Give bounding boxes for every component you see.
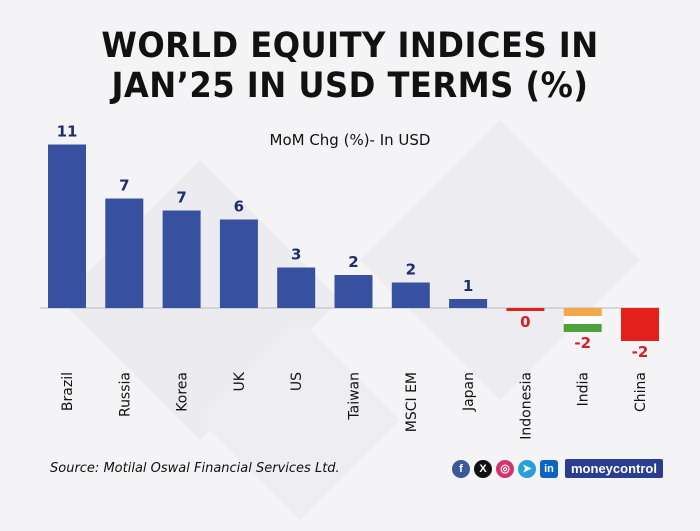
value-label-taiwan: 2	[348, 253, 358, 271]
brand-logo: moneycontrol	[565, 459, 663, 478]
value-label-msci-em: 2	[406, 261, 416, 279]
india-flag-saffron	[563, 308, 602, 316]
bar-brazil	[48, 144, 86, 308]
value-label-japan: 1	[463, 277, 473, 295]
value-label-brazil: 11	[57, 123, 78, 141]
category-label-uk: UK	[232, 371, 248, 391]
value-label-india: -2	[574, 334, 591, 352]
linkedin-icon[interactable]: in	[540, 459, 558, 478]
bar-msci-em	[391, 282, 430, 308]
category-label-russia: Russia	[117, 372, 133, 417]
value-label-us: 3	[291, 246, 301, 264]
bar-china	[621, 308, 659, 341]
category-label-china: China	[633, 372, 649, 412]
chart-subtitle: MoM Chg (%)- In USD	[269, 131, 431, 149]
bar-taiwan	[334, 275, 373, 308]
category-label-korea: Korea	[175, 372, 191, 412]
bar-india	[563, 308, 602, 332]
category-label-msci-em: MSCI EM	[404, 372, 420, 432]
value-label-indonesia: 0	[520, 313, 530, 331]
category-label-indonesia: Indonesia	[518, 372, 534, 440]
india-flag-white	[563, 316, 602, 324]
facebook-icon[interactable]: f	[452, 459, 470, 478]
instagram-icon[interactable]: ◎	[496, 459, 514, 478]
india-flag-green	[563, 324, 602, 332]
bar-us	[277, 267, 316, 308]
chart-title: WORLD EQUITY INDICES IN JAN’25 IN USD TE…	[28, 26, 672, 106]
bar-uk	[219, 219, 258, 308]
social-bar: f X ◎ ➤ in moneycontrol	[452, 459, 663, 478]
x-icon[interactable]: X	[474, 459, 492, 478]
source-note: Source: Motilal Oswal Financial Services…	[50, 461, 340, 476]
bar-russia	[105, 198, 144, 308]
value-label-korea: 7	[176, 189, 186, 207]
bar-korea	[162, 210, 201, 308]
value-label-uk: 6	[234, 198, 244, 216]
category-label-brazil: Brazil	[60, 372, 76, 411]
bar-japan	[449, 299, 488, 308]
bar-indonesia	[506, 308, 545, 311]
value-label-china: -2	[632, 343, 649, 361]
value-label-russia: 7	[119, 177, 129, 195]
category-label-taiwan: Taiwan	[347, 372, 363, 421]
title-line-2: JAN’25 IN USD TERMS (%)	[111, 66, 589, 106]
category-label-india: India	[576, 372, 592, 406]
telegram-icon[interactable]: ➤	[518, 459, 536, 478]
title-line-1: WORLD EQUITY INDICES IN	[101, 26, 599, 66]
category-label-japan: Japan	[461, 372, 477, 412]
category-label-us: US	[289, 372, 305, 391]
